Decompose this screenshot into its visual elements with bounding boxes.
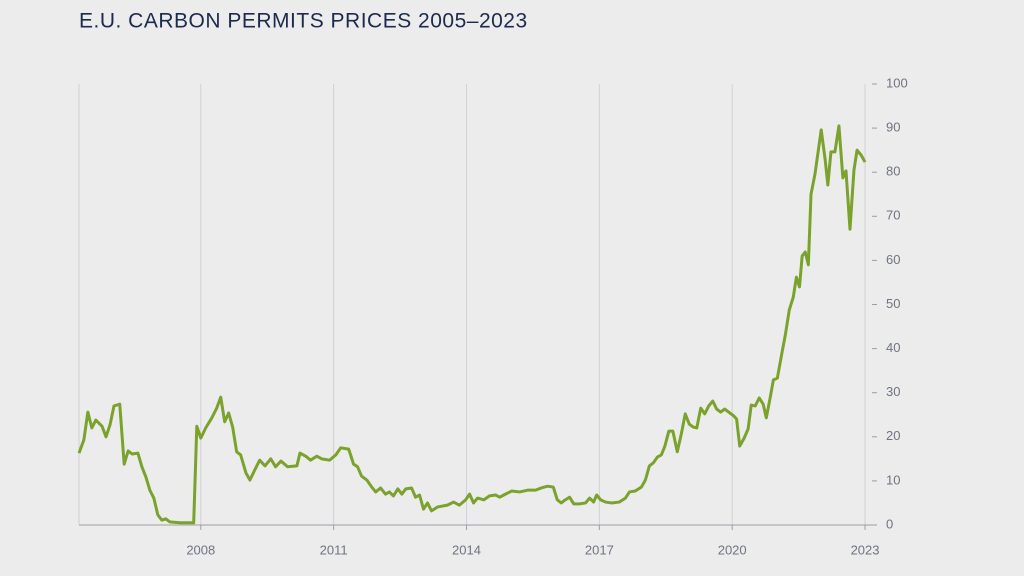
x-tick-label: 2011	[320, 542, 348, 557]
x-tick-label: 2023	[851, 542, 880, 557]
y-tick-label: 90	[886, 120, 900, 135]
x-tick-label: 2017	[585, 542, 614, 557]
y-tick-label: 20	[886, 428, 900, 443]
y-tick-label: 80	[886, 164, 900, 179]
x-tick-label: 2008	[186, 542, 215, 557]
y-tick-label: 40	[886, 340, 900, 355]
x-tick-label: 2014	[452, 542, 481, 557]
y-tick-label: 30	[886, 384, 900, 399]
chart-title: E.U. CARBON PERMITS PRICES 2005–2023	[79, 10, 528, 33]
x-tick-label: 2020	[718, 542, 747, 557]
y-tick-label: 10	[886, 472, 900, 487]
y-tick-label: 60	[886, 252, 900, 267]
y-tick-label: 50	[886, 296, 900, 311]
y-tick-label: 100	[886, 75, 908, 90]
y-tick-label: 70	[886, 208, 900, 223]
y-tick-label: 0	[886, 516, 893, 531]
price-line	[77, 124, 867, 525]
